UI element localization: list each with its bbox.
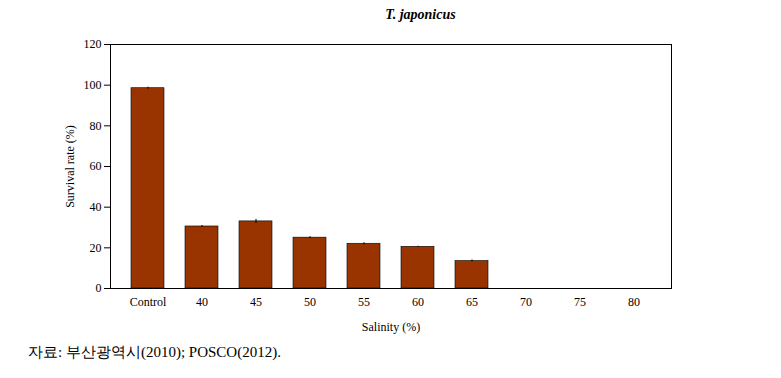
svg-text:65: 65 — [466, 295, 478, 309]
svg-text:20: 20 — [90, 241, 102, 255]
html-text:T. japonicus: T. japonicus — [385, 7, 456, 22]
svg-text:45: 45 — [250, 295, 262, 309]
svg-text:70: 70 — [520, 295, 532, 309]
svg-text:0: 0 — [96, 281, 102, 295]
svg-text:40: 40 — [196, 295, 208, 309]
svg-text:40: 40 — [90, 200, 102, 214]
svg-text:Salinity (%): Salinity (%) — [362, 320, 420, 334]
svg-text:Survival rate (%): Survival rate (%) — [63, 125, 77, 208]
svg-text:100: 100 — [84, 78, 102, 92]
html-text:자료: 부산광역시(2010); POSCO(2012).: 자료: 부산광역시(2010); POSCO(2012). — [28, 344, 281, 360]
svg-text:75: 75 — [574, 295, 586, 309]
svg-text:55: 55 — [358, 295, 370, 309]
svg-text:Control: Control — [130, 295, 167, 309]
svg-text:60: 60 — [90, 159, 102, 173]
svg-text:120: 120 — [84, 37, 102, 51]
svg-text:50: 50 — [304, 295, 316, 309]
svg-text:80: 80 — [90, 119, 102, 133]
svg-text:80: 80 — [628, 295, 640, 309]
svg-text:60: 60 — [412, 295, 424, 309]
